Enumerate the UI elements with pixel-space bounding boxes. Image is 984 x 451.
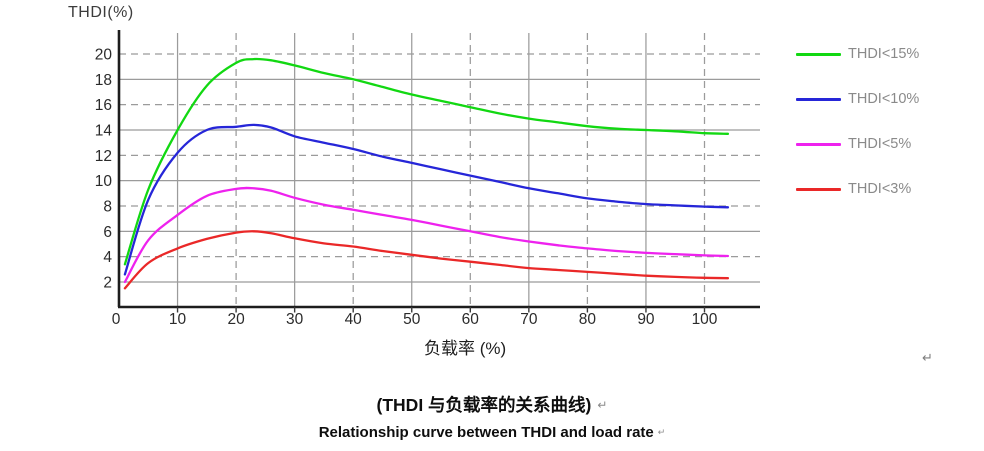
- y-tick-label: 6: [103, 224, 112, 241]
- y-tick-label: 12: [95, 148, 112, 165]
- legend-line-swatch-red: [796, 187, 841, 191]
- x-tick-label: 90: [637, 311, 655, 328]
- legend-item-label: THDI<10%: [848, 91, 920, 107]
- y-tick-label: 2: [103, 275, 112, 292]
- legend-line-swatch-green: [796, 52, 841, 56]
- x-tick-label: 30: [286, 311, 304, 328]
- x-tick-label: 0: [112, 311, 121, 328]
- series-line-thdi-3: [123, 230, 730, 290]
- x-tick-label: 10: [169, 311, 187, 328]
- x-tick-label: 50: [403, 311, 421, 328]
- legend-item-label: THDI<5%: [848, 136, 912, 152]
- x-tick-label: 20: [227, 311, 245, 328]
- legend-line-swatch-blue: [796, 97, 841, 101]
- x-tick-label: 80: [579, 311, 597, 328]
- plot-area: 2 4 6 8 10 12 14 16 18 20 0 10 20 30 40 50 60 70 80 90 100: [95, 30, 760, 328]
- paragraph-return-mark: ↵: [597, 398, 608, 412]
- series-line-thdi-15: [123, 57, 730, 266]
- legend-item-label: THDI<3%: [848, 181, 912, 197]
- y-tick-label: 20: [95, 46, 113, 63]
- legend-item-thdi-15: THDI<15%: [796, 44, 976, 64]
- caption-english: Relationship curve between THDI and load…: [0, 424, 984, 441]
- y-tick-label: 10: [95, 173, 113, 190]
- caption-chinese-text: (THDI 与负载率的关系曲线): [376, 395, 592, 415]
- x-tick-label: 70: [520, 311, 538, 328]
- x-tick-label: 100: [692, 311, 718, 328]
- y-tick-label: 16: [95, 97, 112, 114]
- caption-chinese: (THDI 与负载率的关系曲线) ↵: [0, 392, 984, 417]
- y-tick-label: 4: [103, 249, 112, 266]
- legend-line-swatch-magenta: [796, 142, 841, 146]
- legend-item-thdi-3: THDI<3%: [796, 179, 976, 199]
- legend-item-thdi-5: THDI<5%: [796, 134, 976, 154]
- x-tick-label: 60: [462, 311, 480, 328]
- y-tick-label: 14: [95, 122, 113, 139]
- caption-english-text: Relationship curve between THDI and load…: [318, 424, 654, 441]
- legend-item-thdi-10: THDI<10%: [796, 89, 976, 109]
- y-tick-label: 8: [103, 198, 112, 215]
- legend-item-label: THDI<15%: [848, 46, 920, 62]
- series-line-thdi-5: [123, 186, 730, 284]
- paragraph-return-mark: ↵: [657, 427, 666, 437]
- legend: THDI<15% THDI<10% THDI<5% THDI<3%: [796, 44, 976, 224]
- y-tick-label: 18: [95, 72, 112, 89]
- paragraph-return-mark: ↵: [922, 350, 933, 365]
- series-line-thdi-10: [123, 123, 730, 276]
- y-axis-title: THDI(%): [68, 4, 134, 21]
- x-axis-label: 负载率 (%): [424, 339, 507, 358]
- x-tick-label: 40: [345, 311, 363, 328]
